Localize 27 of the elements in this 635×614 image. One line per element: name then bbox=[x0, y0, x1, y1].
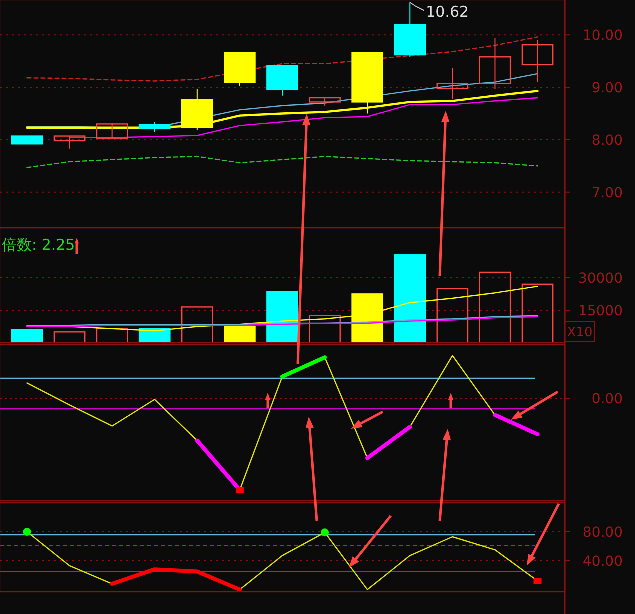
y-tick-label: 15000 bbox=[578, 303, 623, 320]
y-tick-label: 30000 bbox=[578, 270, 623, 287]
bar bbox=[11, 329, 44, 343]
annotation: 10.62 bbox=[426, 2, 470, 21]
candlestick bbox=[479, 38, 512, 90]
line-series bbox=[26, 156, 538, 168]
point bbox=[321, 528, 330, 537]
line-series bbox=[26, 36, 538, 82]
y-tick-label: 9.00 bbox=[592, 80, 623, 96]
text: X10 bbox=[567, 326, 593, 341]
y-tick-label: 40.00 bbox=[582, 554, 623, 570]
y-tick-label: 80.00 bbox=[582, 524, 623, 541]
point bbox=[23, 528, 32, 536]
bar bbox=[224, 326, 256, 343]
line-series bbox=[110, 568, 242, 592]
candlestick bbox=[522, 40, 554, 83]
y-tick-label: 8.00 bbox=[592, 132, 623, 149]
y-tick-label: 10.00 bbox=[582, 28, 623, 44]
point bbox=[534, 578, 542, 584]
candlestick bbox=[54, 136, 86, 150]
candlestick bbox=[436, 68, 469, 100]
y-tick-label: 7.00 bbox=[592, 185, 623, 202]
bar bbox=[394, 254, 426, 343]
annotation: 倍数: 2.25 bbox=[2, 236, 76, 254]
bar bbox=[266, 291, 298, 343]
candlestick bbox=[96, 122, 128, 139]
ref-line-label: 0.00 bbox=[592, 392, 623, 408]
